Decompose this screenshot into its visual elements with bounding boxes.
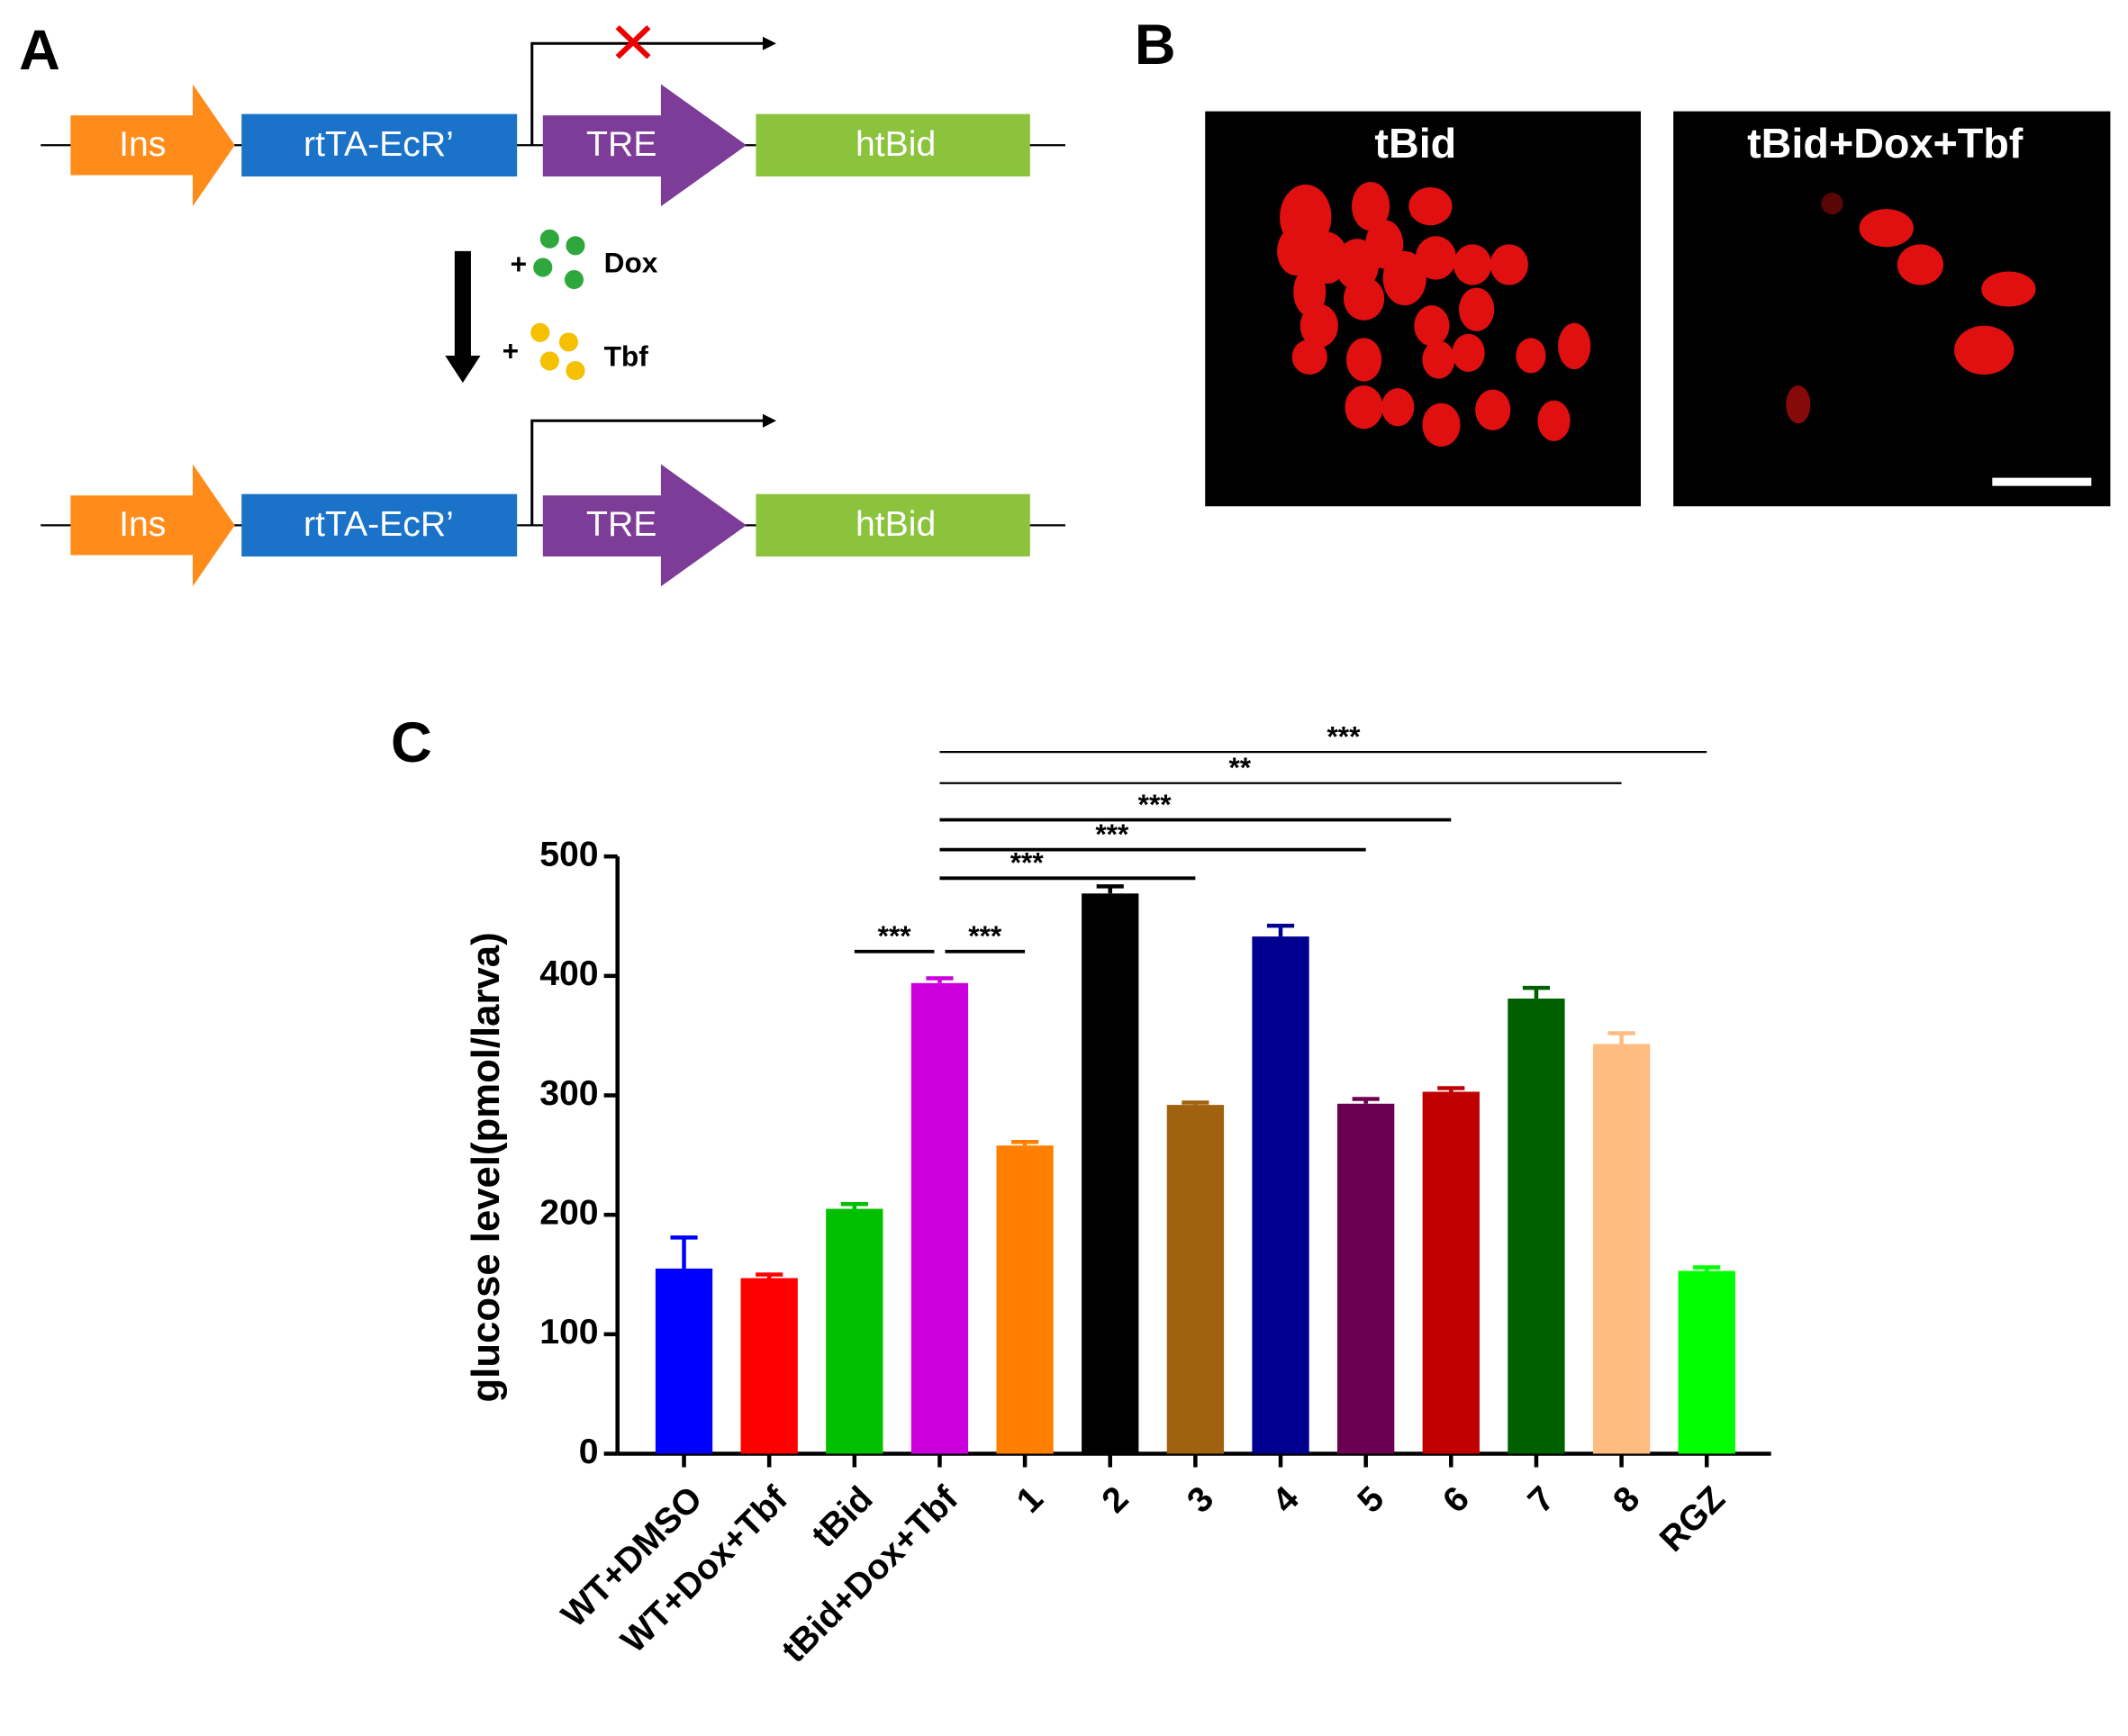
error-bar [1096,884,1124,894]
significance-label: *** [1138,788,1173,820]
bar [1592,1044,1651,1454]
bar [1678,1270,1735,1454]
drug-label: Dox [604,246,658,278]
x-tick-label: 2 [1095,1479,1136,1521]
y-tick-label: 100 [539,1313,598,1352]
error-bar [1607,1031,1635,1044]
error-bar [1522,985,1551,999]
scale-bar [1992,477,2092,486]
gene-label: htBid [856,125,936,164]
bar [655,1268,713,1454]
significance-label: *** [1095,818,1129,850]
significance-label: *** [1010,846,1045,879]
y-tick-label: 200 [539,1193,598,1232]
gene-label: rtTA-EcR’ [303,505,454,544]
x-tick-label: 7 [1521,1479,1562,1521]
bar [1166,1105,1225,1454]
bar [1508,999,1565,1454]
panel-c: C glucose level(pmol/larva) [391,711,508,1403]
bar [910,982,969,1454]
x-tick-label: tBid [804,1479,880,1555]
construct-row: Ins rtTA-EcR’ TRE htBid [41,413,1066,587]
panel-a: A Ins rtTA-EcR’ TRE htBid + Dox + Tbf In… [19,19,1066,587]
x-tick-label: 6 [1435,1479,1477,1521]
bar [826,1208,883,1454]
gene-label: rtTA-EcR’ [303,125,454,164]
gene-label: TRE [586,125,657,164]
x-tick-label: 3 [1180,1479,1221,1521]
panel-label: A [19,19,60,82]
plus: + [511,248,527,280]
error-bar [926,976,954,983]
error-bar [1266,923,1295,937]
image-label: tBid+Dox+Tbf [1747,120,2024,167]
error-bar [1182,1100,1209,1106]
error-bar [1437,1086,1465,1092]
panel-b: B tBid tBid+Dox+Tbf [1135,14,2111,507]
micrograph [1673,111,2111,507]
plus: + [503,334,519,366]
x-tick-label: 5 [1351,1479,1392,1521]
treatment: + Dox + Tbf [445,229,658,384]
error-bar [1011,1139,1039,1146]
significance-label: *** [1327,719,1361,752]
error-bar [840,1201,868,1209]
bar [1082,893,1139,1454]
panel-label: C [391,711,432,774]
significance-label: *** [968,919,1002,952]
gene-label: Ins [119,505,166,544]
bar [996,1145,1054,1454]
bar [1252,936,1309,1454]
bar [1337,1103,1395,1454]
x-tick-label: 8 [1607,1479,1648,1521]
y-axis-label: glucose level(pmol/larva) [464,932,508,1402]
error-bar [756,1272,783,1279]
significance-label: *** [878,919,912,952]
panel-label: B [1135,14,1176,77]
drug-label: Tbf [604,339,649,372]
bar [740,1278,798,1454]
cells [1277,181,1591,447]
y-tick-label: 500 [539,836,598,874]
image-label: tBid [1374,120,1456,167]
x-tick-label: 4 [1265,1479,1307,1521]
y-tick-label: 0 [579,1433,599,1471]
x-tick-label: 1 [1010,1479,1051,1521]
x-tick-label: RGZ [1653,1479,1733,1560]
error-bar [1693,1265,1721,1271]
bar [1422,1091,1480,1454]
construct-row: Ins rtTA-EcR’ TRE htBid [41,24,1066,207]
error-bar [670,1235,698,1269]
significance-label: ** [1228,751,1251,783]
error-bar [1352,1097,1380,1104]
y-tick-label: 300 [539,1074,598,1113]
gene-label: TRE [586,505,657,544]
gene-label: htBid [856,505,936,544]
y-tick-label: 400 [539,954,598,993]
gene-label: Ins [119,125,166,164]
cells [1786,193,2036,424]
